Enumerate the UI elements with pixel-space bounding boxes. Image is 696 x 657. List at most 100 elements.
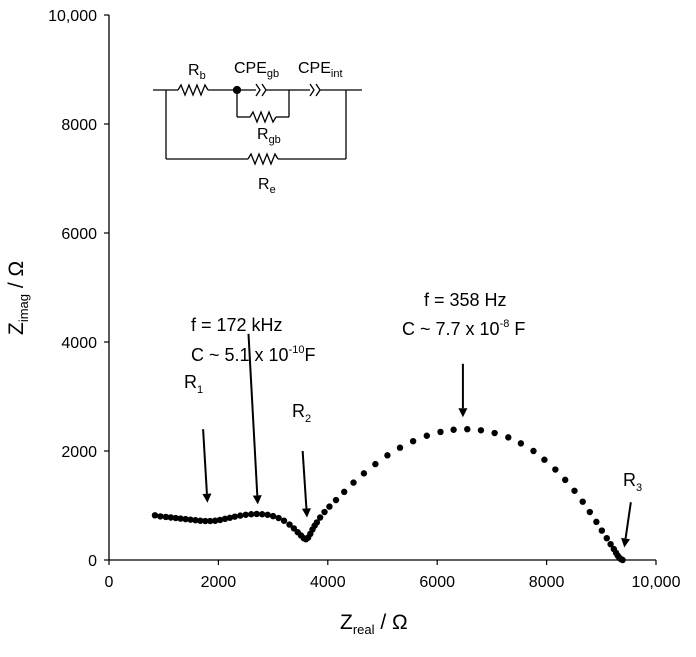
circuit-label-rb-main: R <box>188 62 200 79</box>
circuit-label-re: Re <box>258 176 276 196</box>
arrow-head <box>202 493 212 503</box>
annotation-r3: R3 <box>623 470 642 494</box>
data-point <box>321 508 328 516</box>
data-point <box>619 556 626 564</box>
annotation-c-high-sup: -10 <box>289 344 305 356</box>
annotation-r1-main: R <box>184 372 197 392</box>
arrow-head <box>252 495 262 505</box>
x-axis-title-sub: real <box>353 622 375 637</box>
circuit-label-re-main: R <box>258 176 270 193</box>
data-point <box>162 513 170 521</box>
data-point <box>206 517 214 525</box>
y-axis-title: Zimag / Ω <box>5 261 31 335</box>
arrow-shaft <box>247 333 259 496</box>
data-point <box>332 496 340 504</box>
data-point <box>579 498 586 505</box>
arrow-head <box>621 537 631 548</box>
data-point <box>216 516 224 524</box>
annotation-r3-sub: 3 <box>636 482 642 494</box>
data-point <box>360 470 368 477</box>
data-point <box>157 513 164 520</box>
data-point <box>593 518 600 526</box>
y-axis-ticks: 0 2000 4000 6000 8000 10,000 <box>48 8 109 570</box>
y-tick-label: 2000 <box>61 444 97 461</box>
y-axis-title-unit: / Ω <box>5 261 28 294</box>
annotation-arrow <box>202 429 212 503</box>
data-point <box>231 513 239 520</box>
x-tick-label: 8000 <box>529 574 565 591</box>
circuit-label-rgb-main: R <box>257 126 269 143</box>
circuit-label-rgb: Rgb <box>257 126 281 146</box>
circuit-label-cpe-gb: CPEgb <box>234 60 279 80</box>
data-point <box>242 511 249 518</box>
cpe-gb-symbol-right <box>261 83 267 97</box>
data-point <box>275 514 282 522</box>
data-point <box>187 516 194 523</box>
circuit-label-rb: Rb <box>188 62 206 82</box>
data-point <box>517 440 525 447</box>
data-point <box>172 514 179 522</box>
data-point <box>505 434 512 441</box>
annotation-c-low-sup: -8 <box>500 318 510 330</box>
resistor-rgb-symbol <box>249 110 277 124</box>
arrow-head <box>458 408 468 418</box>
x-axis-title: Zreal / Ω <box>340 611 408 637</box>
data-point <box>561 476 569 484</box>
circuit-label-cpe-gb-sub: gb <box>267 68 279 80</box>
data-point <box>226 514 234 521</box>
data-point <box>341 488 348 496</box>
data-point <box>326 503 333 510</box>
annotation-f-high: f = 172 kHz <box>191 315 283 335</box>
y-tick-label: 0 <box>88 553 97 570</box>
x-tick-label: 0 <box>105 574 114 591</box>
circuit-label-cpe-gb-main: CPE <box>234 60 267 77</box>
x-axis-title-unit: / Ω <box>375 611 408 634</box>
annotation-arrow <box>621 502 632 548</box>
circuit-label-cpe-int: CPEint <box>298 60 343 80</box>
data-point <box>192 517 199 524</box>
x-tick-label: 6000 <box>419 574 455 591</box>
data-point <box>603 535 610 542</box>
circuit-label-cpe-int-main: CPE <box>298 60 331 77</box>
data-point <box>177 515 184 522</box>
data-point <box>313 519 321 526</box>
data-point <box>286 521 293 528</box>
data-point <box>202 517 209 525</box>
annotation-arrow <box>458 363 468 418</box>
data-point <box>258 511 266 518</box>
arrow-shaft <box>202 429 208 494</box>
annotation-c-high-main: C ~ 5.1 x 10 <box>191 345 289 365</box>
data-series <box>151 426 626 564</box>
data-point <box>197 517 204 524</box>
annotation-r1: R1 <box>184 372 203 396</box>
annotation-r2: R2 <box>292 401 311 425</box>
data-point <box>151 512 159 519</box>
data-point <box>607 540 614 548</box>
data-point <box>316 514 324 521</box>
cpe-int-symbol-right <box>315 83 321 97</box>
y-axis-title-sub: imag <box>16 294 31 322</box>
data-point <box>586 508 594 516</box>
annotation-r1-sub: 1 <box>197 384 203 396</box>
resistor-rb-symbol <box>177 83 209 97</box>
data-point <box>269 512 277 520</box>
data-point <box>396 444 404 451</box>
annotation-c-low-unit: F <box>509 319 525 339</box>
data-point <box>372 460 379 468</box>
x-axis-title-main: Z <box>340 611 353 634</box>
circuit-label-cpe-int-sub: int <box>331 68 343 80</box>
circuit-label-rgb-sub: gb <box>269 134 281 146</box>
cpe-int-symbol-left <box>309 83 315 97</box>
data-point <box>541 456 548 463</box>
data-point <box>423 432 431 439</box>
data-point <box>221 515 229 523</box>
data-point <box>384 452 391 459</box>
data-point <box>350 479 357 486</box>
data-point <box>182 515 189 523</box>
data-point <box>409 437 417 445</box>
y-tick-label: 6000 <box>61 226 97 243</box>
x-tick-label: 2000 <box>201 574 237 591</box>
data-point <box>211 517 219 524</box>
cpe-gb-symbol-left <box>255 83 261 97</box>
